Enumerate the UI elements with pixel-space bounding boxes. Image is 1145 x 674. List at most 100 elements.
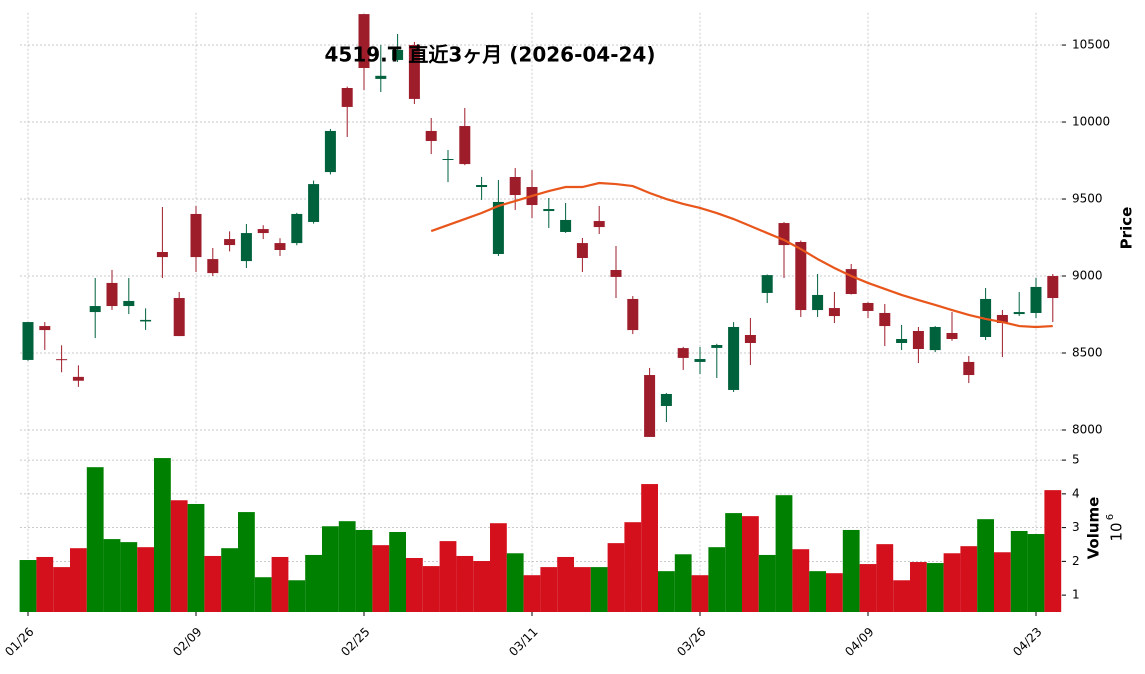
candle-body [845, 269, 857, 295]
candle-body [1030, 286, 1042, 313]
candle-body [375, 75, 387, 79]
x-tick-label: 01/26 [2, 625, 36, 659]
candle-body [812, 294, 824, 311]
volume-bar [36, 556, 54, 612]
candle-body [22, 322, 34, 360]
volume-bar [1027, 534, 1045, 612]
candle-body [442, 158, 454, 160]
candle-body [728, 326, 740, 390]
volume-bar [154, 458, 171, 612]
x-tick-label: 04/09 [842, 625, 876, 659]
volume-bar [86, 467, 104, 612]
candle-body [392, 49, 404, 60]
y-tick-label: 10000 [1072, 115, 1110, 129]
candle-body [459, 126, 471, 165]
volume-bar [490, 523, 507, 612]
volume-bar [1010, 530, 1028, 612]
volume-bar [994, 552, 1011, 612]
volume-bar [809, 571, 826, 612]
candle-body [576, 243, 588, 258]
volume-bar [574, 567, 591, 612]
volume-bar [826, 573, 843, 612]
candle-body [711, 345, 723, 348]
volume-bar [422, 566, 440, 612]
volume-bar [641, 484, 658, 612]
candle-body [694, 359, 706, 362]
candle-body [140, 319, 152, 322]
y2-tick-label: 1 [1072, 588, 1080, 602]
candle-body [240, 233, 252, 262]
candle-body [324, 130, 336, 173]
volume-bar [103, 539, 121, 612]
candle-body [1047, 276, 1059, 299]
volume-bar [523, 575, 541, 612]
volume-bar [691, 575, 709, 612]
volume-bar [305, 554, 322, 612]
y-tick-label: 8000 [1072, 423, 1103, 437]
volume-bar [221, 548, 238, 612]
candle-body [912, 330, 924, 350]
volume-bar [842, 529, 860, 612]
candle-body [946, 332, 958, 339]
volume-bar [288, 580, 306, 612]
volume-bar [926, 563, 944, 612]
candle-body [509, 177, 521, 196]
volume-bar [708, 547, 726, 612]
candle-body [224, 239, 236, 246]
volume-bar [758, 554, 776, 612]
y-tick-label: 8500 [1072, 346, 1103, 360]
volume-bar [977, 519, 994, 612]
volume-bar [338, 521, 356, 612]
y-tick-label: 9500 [1072, 192, 1103, 206]
candle-body [828, 308, 840, 317]
candle-body [190, 213, 202, 258]
volume-bar [456, 555, 474, 612]
volume-bar [204, 555, 222, 612]
volume-bar [70, 548, 87, 612]
candle-body [72, 376, 84, 381]
candle-body [308, 184, 320, 222]
volume-bar [943, 553, 961, 612]
candle-body [56, 359, 68, 361]
volume-bar [439, 541, 457, 612]
volume-bar [406, 557, 423, 612]
volume-bar [506, 553, 524, 612]
candle-body [492, 201, 504, 254]
candle-body [358, 14, 370, 68]
chart-title: 4519.T 直近3ヶ月 (2026-04-24) [325, 43, 656, 67]
candle-body [879, 312, 891, 327]
volume-bar [607, 543, 625, 612]
volume-bar [137, 547, 154, 612]
candle-body [257, 229, 269, 234]
volume-exponent-base: 10 [1108, 522, 1126, 541]
volume-bar [658, 571, 675, 612]
volume-bar [876, 544, 894, 612]
y2-tick-label: 2 [1072, 554, 1080, 568]
candle-body [795, 241, 807, 311]
candle-body [677, 348, 689, 358]
volume-bar [372, 545, 390, 612]
volume-exponent-power: 6 [1105, 514, 1116, 520]
candle-body [593, 221, 605, 228]
volume-bar [187, 503, 205, 612]
candle-body [644, 375, 656, 437]
candle-body [39, 326, 51, 331]
volume-bar [389, 531, 406, 612]
candle-body [929, 326, 941, 351]
volume-bar [674, 554, 692, 612]
volume-bar [960, 546, 978, 612]
volume-bar [1044, 490, 1062, 612]
x-tick-label: 03/11 [506, 625, 540, 659]
moving-average-line [430, 181, 1053, 329]
candle-body [476, 185, 488, 188]
candle-body [896, 338, 908, 343]
candle-body [660, 393, 672, 406]
candle-body [996, 314, 1008, 323]
x-tick-label: 02/25 [338, 625, 372, 659]
candle-body [89, 306, 101, 313]
candle-body [963, 361, 975, 376]
volume-axis-label: Volume [1085, 497, 1103, 560]
volume-bar [473, 561, 490, 612]
candle-body [274, 243, 286, 250]
